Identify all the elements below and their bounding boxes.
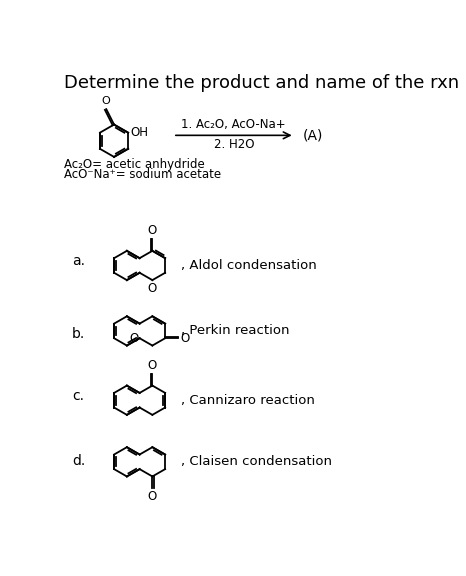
Text: , Aldol condensation: , Aldol condensation xyxy=(181,259,316,272)
Text: c.: c. xyxy=(72,389,84,403)
Text: , Perkin reaction: , Perkin reaction xyxy=(181,324,289,338)
Text: 2. H2O: 2. H2O xyxy=(213,138,254,151)
Text: 1. Ac₂O, AcO-Na+: 1. Ac₂O, AcO-Na+ xyxy=(181,118,286,131)
Text: b.: b. xyxy=(72,327,85,341)
Text: O: O xyxy=(130,332,139,344)
Text: , Cannizaro reaction: , Cannizaro reaction xyxy=(181,394,315,407)
Text: OH: OH xyxy=(130,126,149,139)
Text: O: O xyxy=(148,359,157,372)
Text: Determine the product and name of the rxn: Determine the product and name of the rx… xyxy=(64,74,459,92)
Text: O: O xyxy=(148,224,157,237)
Text: AcO⁻Na⁺= sodium acetate: AcO⁻Na⁺= sodium acetate xyxy=(64,168,221,181)
Text: O: O xyxy=(101,96,110,106)
Text: O: O xyxy=(148,282,157,295)
Text: Ac₂O= acetic anhydride: Ac₂O= acetic anhydride xyxy=(64,158,205,170)
Text: d.: d. xyxy=(72,454,85,468)
Text: , Claisen condensation: , Claisen condensation xyxy=(181,455,332,468)
Text: (A): (A) xyxy=(302,128,323,142)
Text: a.: a. xyxy=(72,254,85,268)
Text: O: O xyxy=(148,490,157,503)
Text: O: O xyxy=(181,332,190,344)
